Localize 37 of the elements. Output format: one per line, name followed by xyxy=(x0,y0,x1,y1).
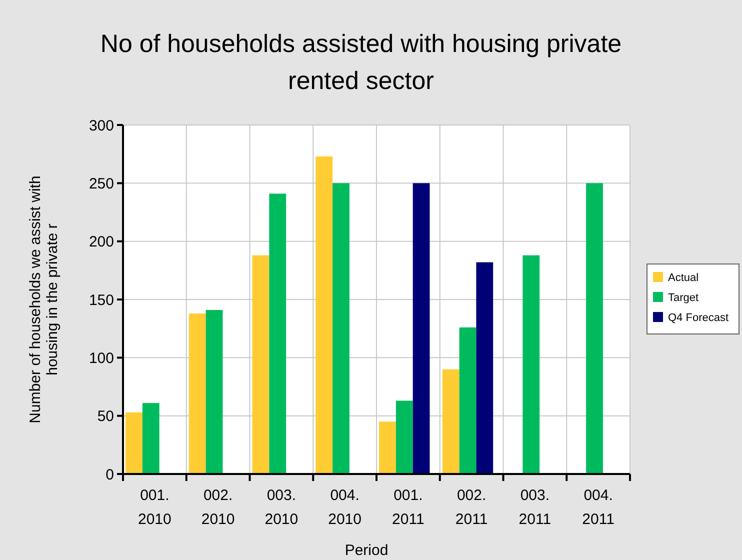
bar xyxy=(206,310,223,474)
y-tick-label: 150 xyxy=(88,292,114,309)
chart-title: No of households assisted with housing private rented sector xyxy=(100,30,622,95)
y-tick-label: 0 xyxy=(106,466,114,484)
x-tick-label: 003. 2011 xyxy=(518,487,552,528)
x-tick-label: 004. 2010 xyxy=(328,487,362,528)
y-tick-label: 300 xyxy=(88,117,114,134)
bar xyxy=(332,183,350,474)
x-axis-title: Period xyxy=(344,542,388,559)
bar xyxy=(412,183,430,474)
legend-label: Actual xyxy=(668,272,699,284)
x-tick-label: 002. 2010 xyxy=(201,487,235,528)
x-tick-label: 003. 2010 xyxy=(264,487,298,528)
legend-label: Q4 Forecast xyxy=(668,312,729,324)
bar xyxy=(586,183,603,474)
bar xyxy=(142,403,160,474)
bar xyxy=(522,255,540,474)
y-axis-title: Number of households we assist with housing in the private r xyxy=(27,176,61,424)
bar xyxy=(396,400,413,474)
y-tick-label: 100 xyxy=(88,350,114,367)
x-tick-label: 002. 2011 xyxy=(455,487,488,528)
bar xyxy=(252,255,270,474)
bar xyxy=(269,194,286,474)
x-tick-label: 004. 2011 xyxy=(582,487,614,528)
bar xyxy=(316,156,333,474)
x-tick-label: 001. 2010 xyxy=(138,487,172,528)
bar xyxy=(476,262,494,474)
bar xyxy=(442,369,460,474)
bar xyxy=(126,412,142,474)
x-tick-label: 001. 2011 xyxy=(392,487,424,528)
y-tick-label: 50 xyxy=(97,408,114,426)
bar xyxy=(379,422,396,474)
y-tick-label: 250 xyxy=(88,175,114,192)
legend-label: Target xyxy=(668,292,699,304)
y-tick-label: 200 xyxy=(88,234,114,251)
bar xyxy=(188,313,206,474)
bar xyxy=(459,327,476,474)
